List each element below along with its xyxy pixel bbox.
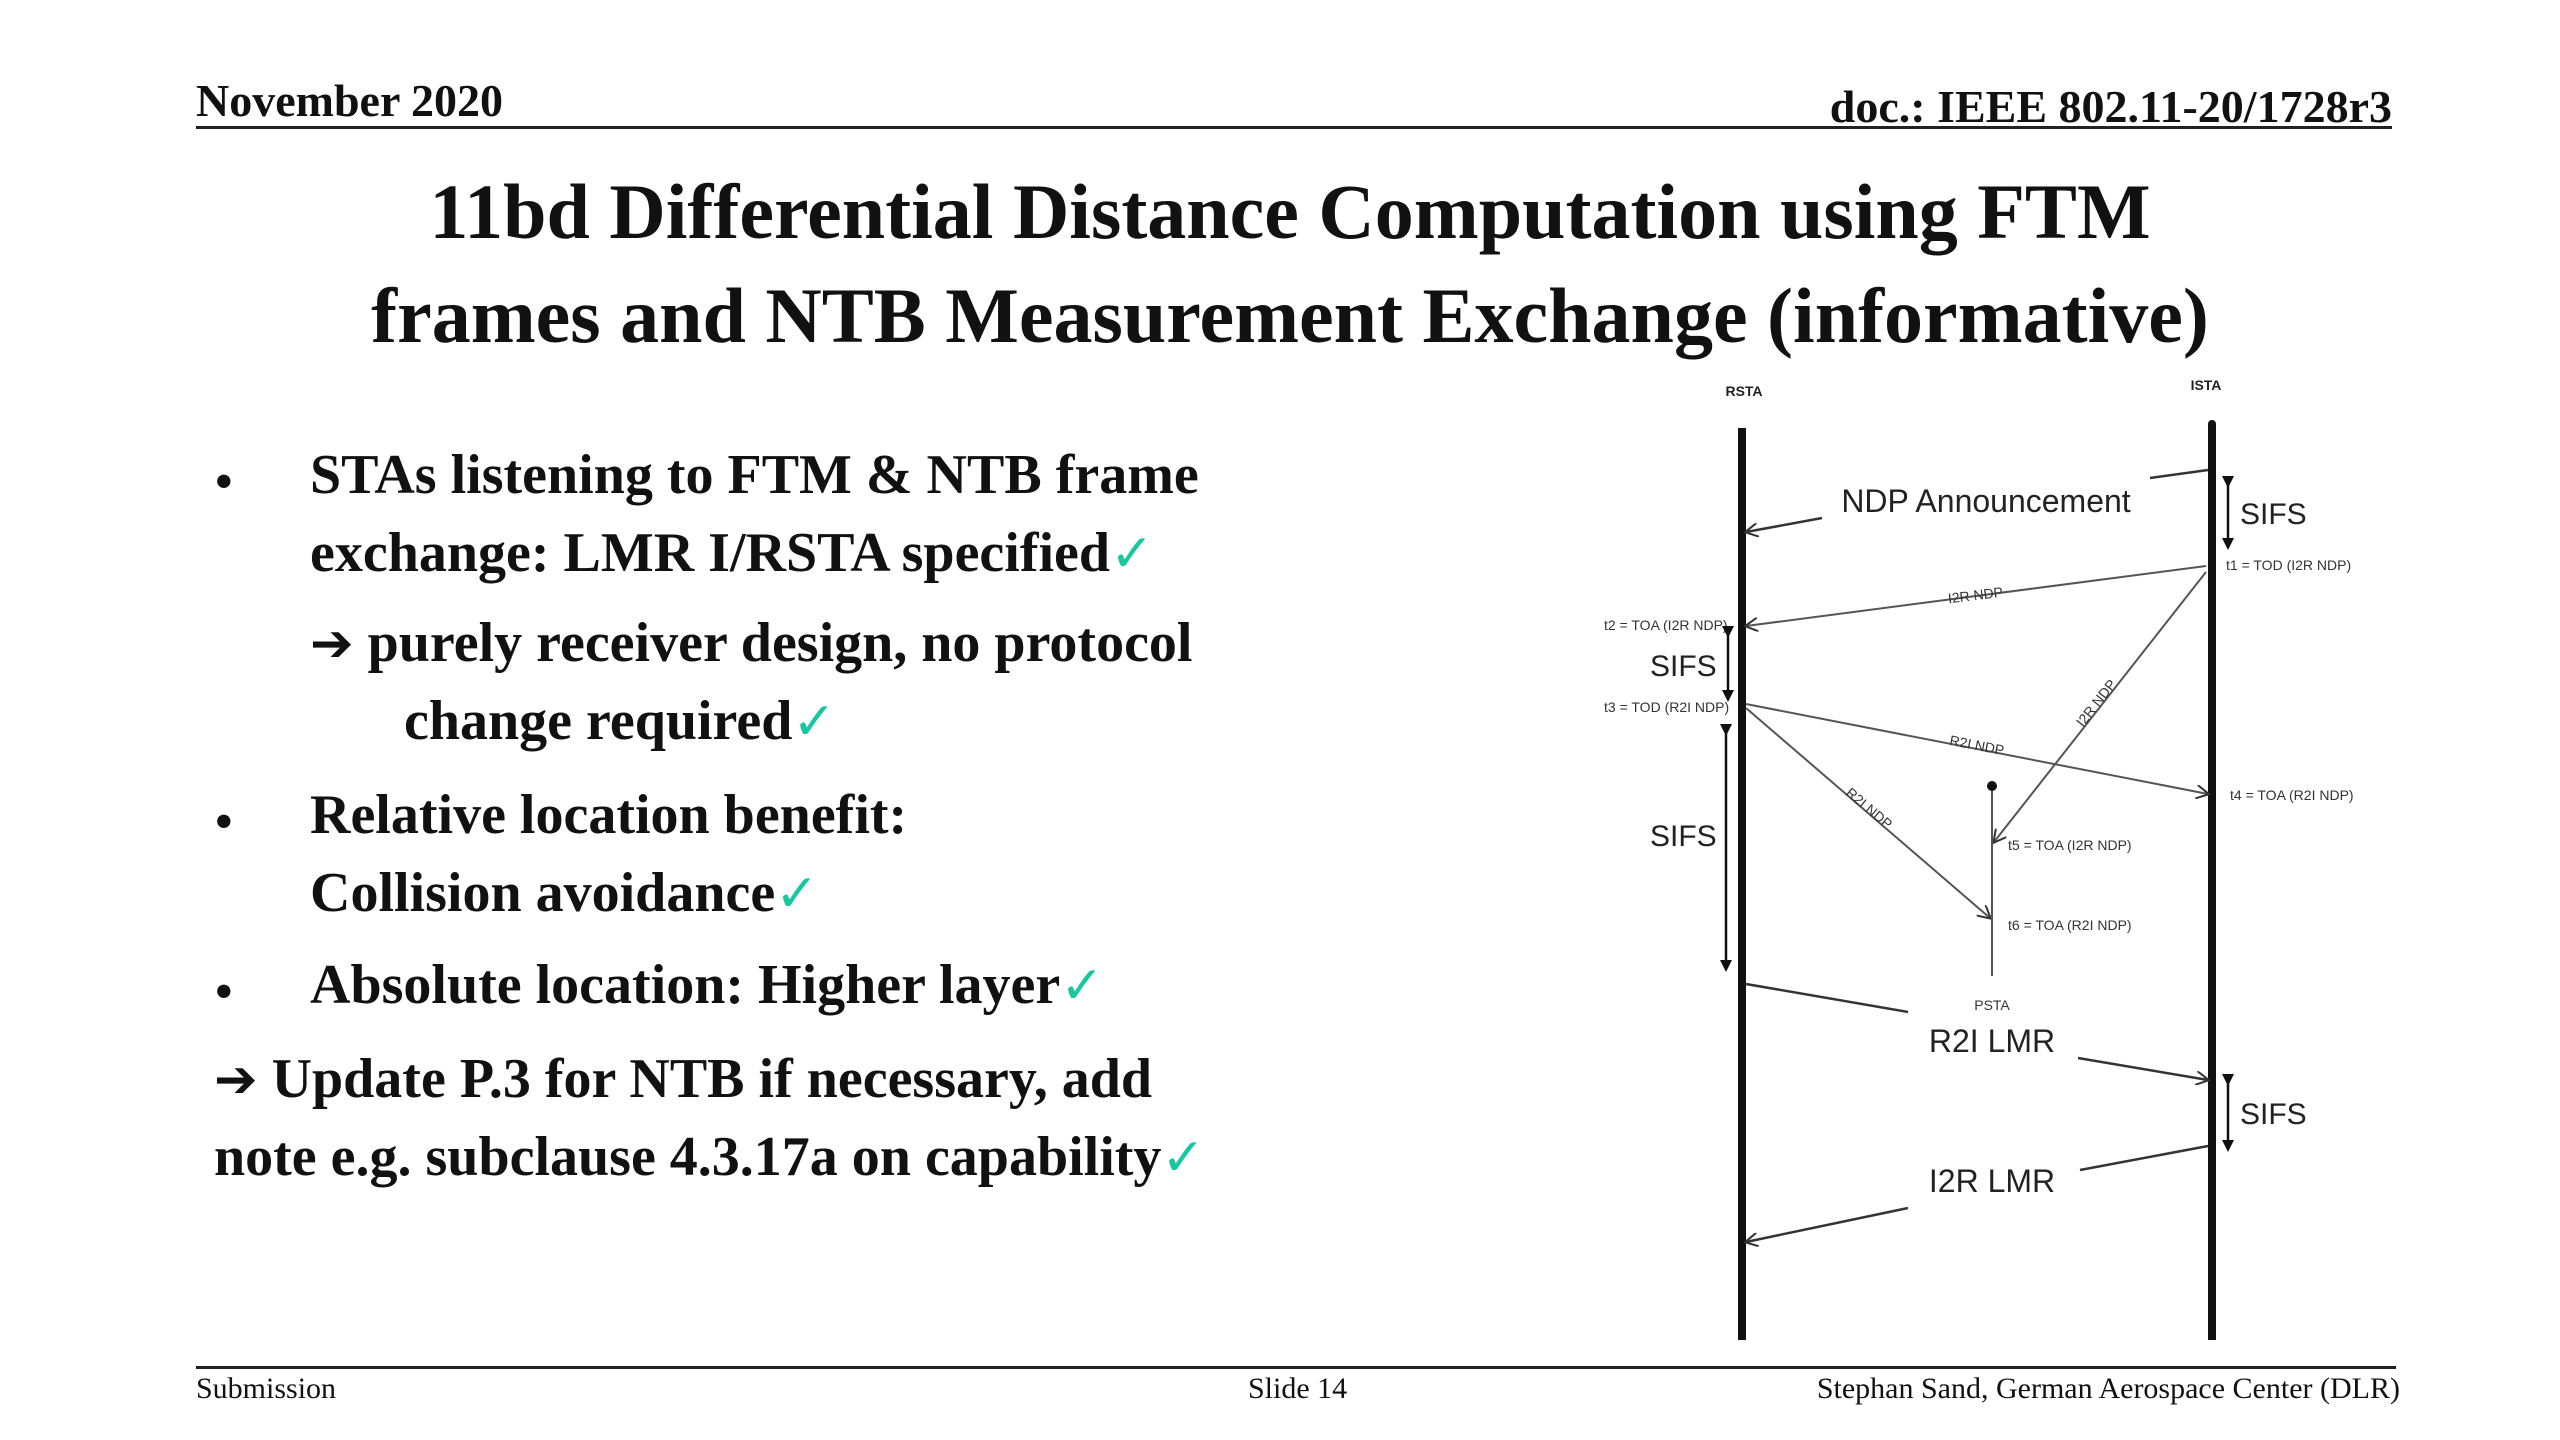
r2i-ndp-label-1: R2I NDP xyxy=(1948,732,2005,758)
t2-label: t2 = TOA (I2R NDP) xyxy=(1604,617,1728,633)
i2r-lmr-arrow-tail xyxy=(2079,1144,2209,1172)
bullet-3-line-1: Absolute location: Higher layer✓ xyxy=(310,946,1104,1025)
right-arrow-icon: ➔ xyxy=(310,614,354,674)
bullet-2-text: Collision avoidance xyxy=(310,862,776,924)
bullet-1-line-2: exchange: LMR I/RSTA specified✓ xyxy=(310,514,1154,593)
bullet-dot: • xyxy=(214,791,234,853)
slide-title-line-2: frames and NTB Measurement Exchange (inf… xyxy=(371,272,2209,359)
sub-bullet-line-2: change required✓ xyxy=(404,682,836,761)
r2i-ndp-arrow-to-ista xyxy=(1745,703,2208,794)
r2i-lmr-arrow-head xyxy=(2077,1056,2208,1080)
psta-lifeline-top xyxy=(1987,781,1997,791)
i2r-ndp-arrow-to-rsta xyxy=(1746,565,2207,626)
checkmark-icon: ✓ xyxy=(775,864,819,924)
footer-slide-number: Slide 14 xyxy=(1248,1372,1348,1405)
ndp-announcement-arrow-tail xyxy=(2149,468,2209,480)
r2i-ndp-label-2: R2I NDP xyxy=(1843,784,1896,832)
bullet-1-line-1: STAs listening to FTM & NTB frame xyxy=(310,444,1199,506)
slide-title-line-1: 11bd Differential Distance Computation u… xyxy=(429,168,2151,255)
footer-divider xyxy=(196,1366,2396,1369)
t1-label: t1 = TOD (I2R NDP) xyxy=(2226,557,2351,573)
ndp-announcement-label: NDP Announcement xyxy=(1841,483,2130,519)
bullet-1-text: exchange: LMR I/RSTA specified xyxy=(310,522,1111,584)
i2r-ndp-label-1: I2R NDP xyxy=(1947,584,2004,607)
footer-author: Stephan Sand, German Aerospace Center (D… xyxy=(1816,1372,2400,1405)
i2r-ndp-arrow-to-psta xyxy=(1994,571,2207,842)
bullet-dot: • xyxy=(214,451,234,513)
sifs-label-3: SIFS xyxy=(1650,820,1717,853)
sifs-label-1: SIFS xyxy=(2240,498,2307,531)
t6-label: t6 = TOA (R2I NDP) xyxy=(2008,917,2132,933)
checkmark-icon: ✓ xyxy=(792,692,836,752)
t4-label: t4 = TOA (R2I NDP) xyxy=(2230,787,2354,803)
sub-bullet-text: purely receiver design, no protocol xyxy=(367,612,1193,674)
conclusion-line-1: ➔ Update P.3 for NTB if necessary, add xyxy=(214,1040,1152,1119)
ista-lifeline-top xyxy=(2208,420,2216,428)
r2i-lmr-arrow-tail xyxy=(1745,982,1909,1014)
conclusion-text: Update P.3 for NTB if necessary, add xyxy=(271,1048,1153,1110)
checkmark-icon: ✓ xyxy=(1060,956,1104,1016)
sifs-label-2: SIFS xyxy=(1650,650,1717,683)
ndp-announcement-arrow-head xyxy=(1746,516,1823,532)
i2r-lmr-arrow-head xyxy=(1746,1206,1909,1242)
r2i-ndp-arrow-to-psta xyxy=(1745,707,1990,918)
i2r-lmr-label: I2R LMR xyxy=(1929,1163,2055,1199)
t3-label: t3 = TOD (R2I NDP) xyxy=(1604,699,1729,715)
header-date: November 2020 xyxy=(196,75,504,126)
t5-label: t5 = TOA (I2R NDP) xyxy=(2008,837,2132,853)
checkmark-icon: ✓ xyxy=(1110,524,1154,584)
header-divider xyxy=(196,126,2392,129)
right-arrow-icon: ➔ xyxy=(214,1050,258,1110)
sub-bullet-line-1: ➔ purely receiver design, no protocol xyxy=(310,604,1192,683)
bullet-dot: • xyxy=(214,961,234,1023)
ista-label: ISTA xyxy=(2191,377,2222,393)
bullet-2-line-1: Relative location benefit: xyxy=(310,784,908,846)
conclusion-line-2: note e.g. subclause 4.3.17a on capabilit… xyxy=(214,1118,1205,1197)
r2i-lmr-label: R2I LMR xyxy=(1929,1023,2055,1059)
sifs-label-4: SIFS xyxy=(2240,1098,2307,1131)
slide-title: 11bd Differential Distance Computation u… xyxy=(200,160,2380,368)
bullet-3-text: Absolute location: Higher layer xyxy=(310,954,1061,1016)
header-doc-id: doc.: IEEE 802.11-20/1728r3 xyxy=(1829,81,2392,132)
conclusion-text-2: note e.g. subclause 4.3.17a on capabilit… xyxy=(214,1126,1162,1188)
sub-bullet-text-2: change required xyxy=(404,690,793,752)
footer-submission: Submission xyxy=(196,1372,337,1405)
checkmark-icon: ✓ xyxy=(1161,1128,1205,1188)
i2r-ndp-label-2: I2R NDP xyxy=(2073,676,2120,729)
bullet-2-line-2: Collision avoidance✓ xyxy=(310,854,819,933)
psta-label: PSTA xyxy=(1974,997,2010,1013)
rsta-label: RSTA xyxy=(1725,383,1762,399)
